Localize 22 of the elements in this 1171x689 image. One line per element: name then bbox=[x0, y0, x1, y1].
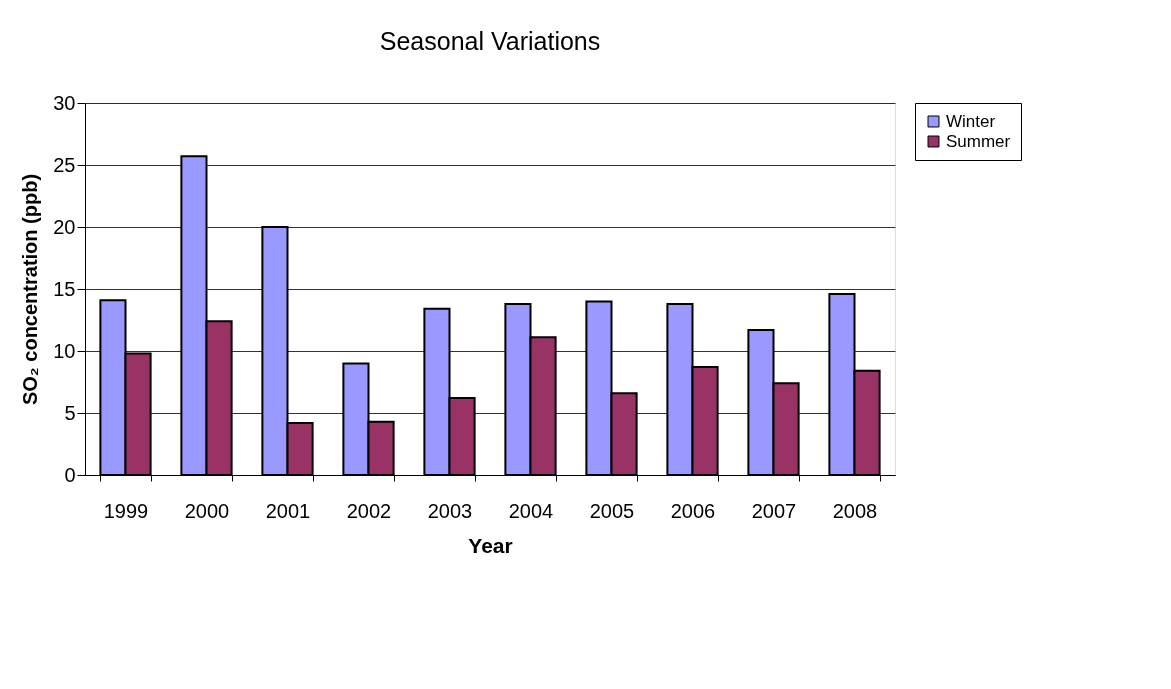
y-tick-label: 25 bbox=[53, 153, 76, 176]
y-tick-label: 15 bbox=[53, 277, 76, 300]
x-tick-label: 2005 bbox=[589, 499, 635, 522]
x-tick-label: 2001 bbox=[265, 499, 311, 522]
x-tick-label: 2006 bbox=[670, 499, 716, 522]
x-tick-label: 2003 bbox=[427, 499, 473, 522]
legend-label: Summer bbox=[946, 131, 1011, 151]
legend-label: Winter bbox=[946, 111, 996, 131]
y-tick-label: 30 bbox=[53, 91, 76, 114]
y-axis-title: SO₂ concentration (ppb) bbox=[19, 173, 42, 406]
y-tick-label: 0 bbox=[64, 463, 76, 486]
y-tick-label: 5 bbox=[64, 401, 76, 424]
x-tick-label: 2002 bbox=[346, 499, 392, 522]
x-tick-label: 2000 bbox=[184, 499, 230, 522]
x-axis-title: Year bbox=[468, 533, 513, 557]
x-tick-label: 2008 bbox=[832, 499, 878, 522]
x-tick-label: 2007 bbox=[751, 499, 797, 522]
y-tick-label: 10 bbox=[53, 339, 76, 362]
x-tick-label: 1999 bbox=[103, 499, 149, 522]
y-tick-label: 20 bbox=[53, 215, 76, 238]
chart-title: Seasonal Variations bbox=[379, 27, 601, 55]
x-tick-label: 2004 bbox=[508, 499, 554, 522]
